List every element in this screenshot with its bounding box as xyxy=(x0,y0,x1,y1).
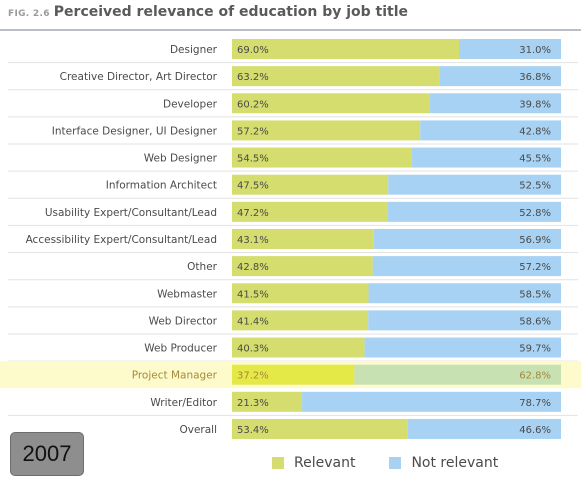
category-label-writer-editor: Writer/Editor xyxy=(150,397,217,409)
bar-not-relevant-information-architect xyxy=(388,174,561,195)
value-label-relevant-interface-designer-ui-designer: 57.2% xyxy=(237,126,269,137)
value-label-not-relevant-designer: 31.0% xyxy=(519,45,551,56)
bar-relevant-web-designer xyxy=(232,147,412,168)
figure-number: FIG. 2.6 xyxy=(8,9,50,19)
bar-relevant-overall xyxy=(232,418,408,439)
value-label-not-relevant-project-manager: 62.8% xyxy=(519,371,551,382)
value-label-not-relevant-interface-designer-ui-designer: 42.8% xyxy=(519,126,551,137)
value-label-not-relevant-other: 57.2% xyxy=(519,262,551,273)
bar-relevant-accessibility-expert-consultant-lead xyxy=(232,228,374,249)
bar-relevant-web-director xyxy=(232,310,369,331)
bar-relevant-other xyxy=(232,256,373,277)
year-badge: 2007 xyxy=(10,432,84,476)
title-divider xyxy=(0,29,581,31)
chart-legend: Relevant Not relevant xyxy=(272,455,532,471)
value-label-relevant-usability-expert-consultant-lead: 47.2% xyxy=(237,208,269,219)
chart-title: Perceived relevance of education by job … xyxy=(53,4,409,20)
bar-not-relevant-web-director xyxy=(368,310,561,331)
value-label-not-relevant-writer-editor: 78.7% xyxy=(519,398,551,409)
value-label-relevant-designer: 69.0% xyxy=(237,45,269,56)
value-label-relevant-developer: 60.2% xyxy=(237,99,269,110)
bar-relevant-interface-designer-ui-designer xyxy=(232,120,421,141)
bar-not-relevant-web-producer xyxy=(364,337,561,358)
category-label-web-designer: Web Designer xyxy=(144,153,218,165)
value-label-not-relevant-developer: 39.8% xyxy=(519,99,551,110)
value-label-relevant-accessibility-expert-consultant-lead: 43.1% xyxy=(237,235,269,246)
value-label-not-relevant-usability-expert-consultant-lead: 52.8% xyxy=(519,208,551,219)
value-label-relevant-overall: 53.4% xyxy=(237,425,269,436)
legend-swatch-not-relevant xyxy=(389,457,402,469)
bar-not-relevant-overall xyxy=(407,418,561,439)
bar-not-relevant-accessibility-expert-consultant-lead xyxy=(373,228,561,249)
bar-relevant-web-producer xyxy=(232,337,365,358)
category-label-overall: Overall xyxy=(179,424,217,436)
legend-swatch-relevant xyxy=(272,457,284,469)
bar-not-relevant-creative-director-art-director xyxy=(439,66,561,87)
legend-item-relevant: Relevant xyxy=(272,455,355,471)
value-label-relevant-information-architect: 47.5% xyxy=(237,181,269,192)
value-label-not-relevant-information-architect: 52.5% xyxy=(519,181,551,192)
bar-not-relevant-designer xyxy=(459,39,561,59)
category-label-information-architect: Information Architect xyxy=(106,180,217,192)
value-label-not-relevant-webmaster: 58.5% xyxy=(519,289,551,300)
bar-relevant-webmaster xyxy=(232,283,369,304)
category-label-web-producer: Web Producer xyxy=(144,343,217,355)
category-label-webmaster: Webmaster xyxy=(157,288,218,300)
bar-relevant-developer xyxy=(232,93,431,114)
chart-header: FIG. 2.6 Perceived relevance of educatio… xyxy=(8,4,408,28)
bar-not-relevant-web-designer xyxy=(411,147,561,168)
bar-not-relevant-writer-editor xyxy=(302,391,561,412)
value-label-not-relevant-web-producer: 59.7% xyxy=(519,344,551,355)
bar-not-relevant-project-manager xyxy=(354,364,561,385)
bar-not-relevant-usability-expert-consultant-lead xyxy=(387,201,561,222)
bar-not-relevant-webmaster xyxy=(368,283,561,304)
value-label-relevant-writer-editor: 21.3% xyxy=(237,398,269,409)
bar-not-relevant-interface-designer-ui-designer xyxy=(420,120,561,141)
value-label-not-relevant-overall: 46.6% xyxy=(519,425,551,436)
bar-relevant-usability-expert-consultant-lead xyxy=(232,201,388,222)
bar-not-relevant-developer xyxy=(430,93,561,114)
bar-relevant-project-manager xyxy=(232,364,355,385)
legend-label-not-relevant: Not relevant xyxy=(411,455,499,471)
value-label-not-relevant-creative-director-art-director: 36.8% xyxy=(519,72,551,83)
value-label-not-relevant-web-designer: 45.5% xyxy=(519,154,551,165)
legend-label-relevant: Relevant xyxy=(294,455,356,471)
bar-relevant-designer xyxy=(232,39,460,59)
bar-not-relevant-other xyxy=(372,256,561,277)
value-label-relevant-webmaster: 41.5% xyxy=(237,289,269,300)
category-label-designer: Designer xyxy=(170,44,218,56)
category-label-web-director: Web Director xyxy=(149,315,218,327)
legend-item-not-relevant: Not relevant xyxy=(389,455,498,471)
category-label-developer: Developer xyxy=(163,98,218,110)
value-label-relevant-project-manager: 37.2% xyxy=(237,371,269,382)
value-label-relevant-web-director: 41.4% xyxy=(237,316,269,327)
value-label-relevant-web-designer: 54.5% xyxy=(237,154,269,165)
value-label-not-relevant-accessibility-expert-consultant-lead: 56.9% xyxy=(519,235,551,246)
bar-relevant-writer-editor xyxy=(232,391,303,412)
category-label-other: Other xyxy=(187,261,217,273)
value-label-relevant-creative-director-art-director: 63.2% xyxy=(237,72,269,83)
value-label-relevant-other: 42.8% xyxy=(237,262,269,273)
bar-relevant-information-architect xyxy=(232,174,389,195)
category-label-accessibility-expert-consultant-lead: Accessibility Expert/Consultant/Lead xyxy=(26,234,217,246)
category-label-usability-expert-consultant-lead: Usability Expert/Consultant/Lead xyxy=(45,207,217,219)
category-label-creative-director-art-director: Creative Director, Art Director xyxy=(60,71,218,83)
category-label-project-manager: Project Manager xyxy=(132,370,218,382)
value-label-not-relevant-web-director: 58.6% xyxy=(519,316,551,327)
value-label-relevant-web-producer: 40.3% xyxy=(237,344,269,355)
category-label-interface-designer-ui-designer: Interface Designer, UI Designer xyxy=(52,125,218,137)
bar-relevant-creative-director-art-director xyxy=(232,66,440,87)
